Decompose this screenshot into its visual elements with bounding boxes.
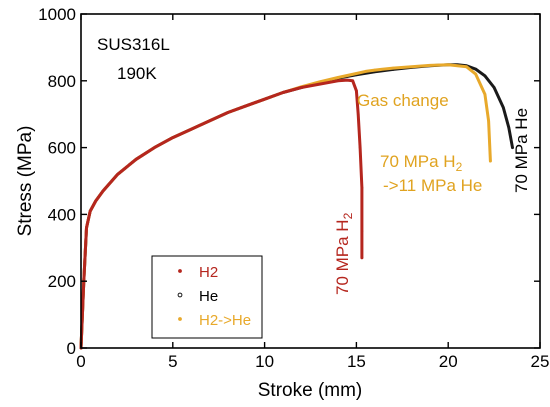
plot-series [79, 63, 514, 350]
data-point [336, 79, 340, 83]
y-tick-label: 0 [67, 339, 76, 358]
data-point [281, 91, 285, 94]
legend-label: H2->He [199, 312, 251, 329]
data-point [345, 78, 349, 82]
h2-curve-label-main: 70 MPa H [333, 219, 352, 295]
data-point [360, 186, 364, 189]
x-tick-label: 15 [347, 352, 366, 371]
data-point [483, 74, 487, 78]
y-axis-title: Stress (MPa) [15, 126, 36, 237]
x-tick-label: 0 [76, 352, 85, 371]
data-point [474, 72, 478, 76]
data-point [208, 119, 211, 123]
data-point [410, 65, 413, 69]
mixed-curve-label-main: 70 MPa H [380, 152, 456, 171]
data-point [492, 86, 496, 89]
y-tick-label: 800 [48, 72, 76, 91]
data-point [318, 82, 321, 86]
material-label: SUS316L [97, 35, 170, 54]
data-point [244, 104, 248, 108]
data-point [360, 256, 364, 260]
plot-frame [80, 13, 541, 349]
x-tick-label: 5 [168, 352, 177, 371]
legend-marker [177, 292, 183, 298]
data-point [489, 159, 492, 163]
legend-marker [178, 317, 182, 321]
y-tick-label: 1000 [38, 5, 76, 24]
y-tick-label: 400 [48, 205, 76, 224]
h2-curve-label-sub: 2 [341, 212, 355, 219]
data-point [88, 209, 92, 213]
legend-marker [178, 269, 182, 273]
data-point [446, 63, 450, 67]
mixed-curve-label-line1: 70 MPa H2 [380, 152, 463, 174]
data-point [483, 92, 487, 96]
data-point [351, 79, 355, 83]
axis-ticks: 0 5 10 15 20 25 0 200 400 600 800 1000 [38, 5, 549, 371]
legend: H2 He H2->He [177, 264, 251, 329]
data-point [391, 66, 395, 70]
data-point [373, 68, 377, 72]
data-point [356, 112, 360, 116]
mixed-curve-label-line2: ->11 MPa He [383, 176, 482, 195]
h2-curve-label: 70 MPa H2 [333, 212, 355, 295]
gas-change-label: Gas change [357, 91, 449, 110]
data-point [300, 86, 303, 89]
data-point [263, 97, 266, 101]
x-tick-label: 20 [439, 352, 458, 371]
y-tick-label: 600 [48, 139, 76, 158]
data-point [116, 173, 120, 176]
legend-label: He [199, 288, 218, 305]
data-point [364, 70, 367, 73]
x-tick-label: 10 [255, 352, 274, 371]
x-axis-title: Stroke (mm) [258, 380, 363, 401]
he-curve-label: 70 MPa He [512, 108, 531, 193]
data-point [336, 76, 340, 79]
data-point [474, 67, 478, 71]
series-h2 [79, 78, 364, 350]
legend-label: H2 [199, 264, 218, 281]
data-point [101, 189, 105, 193]
mixed-curve-label-sub: 2 [456, 160, 463, 174]
data-point [94, 199, 97, 203]
data-point [358, 146, 362, 149]
data-point [487, 119, 490, 123]
data-point [501, 106, 505, 109]
data-point [226, 111, 230, 114]
data-point [511, 146, 514, 149]
data-point [428, 64, 432, 67]
temperature-label: 190K [117, 64, 157, 83]
data-point [507, 126, 511, 129]
data-point [360, 229, 364, 233]
y-tick-label: 200 [48, 272, 76, 291]
data-point [85, 226, 88, 230]
x-tick-label: 25 [531, 352, 550, 371]
data-point [465, 65, 468, 69]
data-point [171, 136, 175, 139]
data-point [355, 89, 358, 93]
data-point [134, 157, 138, 161]
data-point [318, 80, 321, 84]
data-point [189, 127, 193, 131]
data-point [355, 72, 358, 75]
data-point [153, 146, 156, 149]
legend-box [151, 255, 263, 339]
